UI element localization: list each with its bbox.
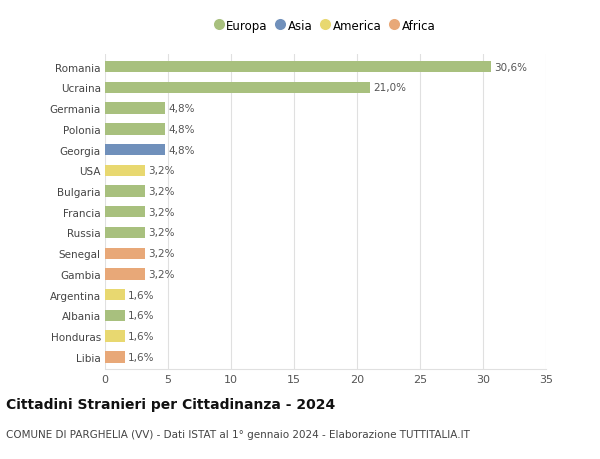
Bar: [105, 165, 145, 177]
Legend: Europa, Asia, America, Africa: Europa, Asia, America, Africa: [216, 20, 435, 33]
Bar: [105, 289, 125, 301]
Bar: [105, 248, 145, 259]
Text: 3,2%: 3,2%: [148, 228, 175, 238]
Text: 1,6%: 1,6%: [128, 352, 155, 362]
Bar: [105, 269, 145, 280]
Text: COMUNE DI PARGHELIA (VV) - Dati ISTAT al 1° gennaio 2024 - Elaborazione TUTTITAL: COMUNE DI PARGHELIA (VV) - Dati ISTAT al…: [6, 429, 470, 439]
Bar: [105, 62, 491, 73]
Text: 3,2%: 3,2%: [148, 249, 175, 259]
Text: 3,2%: 3,2%: [148, 269, 175, 280]
Text: 1,6%: 1,6%: [128, 311, 155, 321]
Text: 3,2%: 3,2%: [148, 187, 175, 196]
Bar: [105, 310, 125, 321]
Text: 21,0%: 21,0%: [373, 83, 406, 93]
Bar: [105, 103, 166, 115]
Text: 1,6%: 1,6%: [128, 290, 155, 300]
Text: 4,8%: 4,8%: [169, 124, 195, 134]
Text: 30,6%: 30,6%: [494, 62, 527, 73]
Text: 1,6%: 1,6%: [128, 331, 155, 341]
Bar: [105, 83, 370, 94]
Bar: [105, 124, 166, 135]
Text: 3,2%: 3,2%: [148, 207, 175, 217]
Bar: [105, 186, 145, 197]
Bar: [105, 331, 125, 342]
Text: 4,8%: 4,8%: [169, 145, 195, 155]
Text: 3,2%: 3,2%: [148, 166, 175, 176]
Bar: [105, 227, 145, 239]
Bar: [105, 145, 166, 156]
Bar: [105, 352, 125, 363]
Text: 4,8%: 4,8%: [169, 104, 195, 114]
Bar: [105, 207, 145, 218]
Text: Cittadini Stranieri per Cittadinanza - 2024: Cittadini Stranieri per Cittadinanza - 2…: [6, 397, 335, 411]
